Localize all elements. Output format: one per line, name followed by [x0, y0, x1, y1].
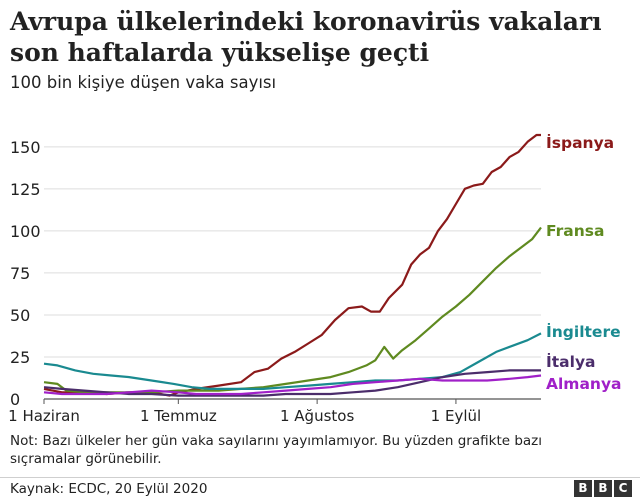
footer-divider: [0, 477, 640, 478]
bbc-logo-letter: B: [574, 480, 592, 497]
series-line: [43, 332, 542, 390]
chart-note: Not: Bazı ülkeler her gün vaka sayıların…: [10, 433, 543, 467]
series-line: [43, 369, 541, 397]
y-tick-label: 25: [10, 348, 30, 367]
y-axis-ticks: 0 25 50 75 100 125 150: [10, 138, 41, 409]
x-axis-ticks: 1 Haziran 1 Temmuz 1 Ağustos 1 Eylül: [8, 399, 481, 425]
bbc-logo-letter: B: [594, 480, 612, 497]
series-label: İtalya: [546, 352, 596, 371]
y-tick-label: 0: [10, 390, 20, 409]
y-tick-label: 50: [10, 306, 30, 325]
series-label: İspanya: [546, 133, 614, 152]
y-tick-label: 100: [10, 222, 41, 241]
series-label: İngiltere: [546, 322, 621, 341]
line-chart: 0 25 50 75 100 125 150 1 Haziran 1 Temmuz 1 Ağus…: [8, 133, 622, 425]
chart-subtitle: 100 bin kişiye düşen vaka sayısı: [10, 73, 277, 92]
series-labels: İspanya Fransa İngiltere İtalya Almanya: [546, 133, 622, 393]
source-text: Kaynak: ECDC, 20 Eylül 2020: [10, 481, 208, 497]
y-tick-label: 75: [10, 264, 30, 283]
series-label: Almanya: [546, 375, 622, 393]
y-tick-label: 150: [10, 138, 41, 157]
series-lines: [43, 133, 542, 397]
series-label: Fransa: [546, 222, 604, 240]
x-tick-label: 1 Haziran: [8, 407, 80, 425]
bbc-logo: B B C: [574, 480, 632, 497]
x-tick-label: 1 Temmuz: [140, 407, 217, 425]
chart-title: Avrupa ülkelerindeki koronavirüs vakalar…: [10, 7, 602, 67]
bbc-logo-letter: C: [614, 480, 632, 497]
x-tick-label: 1 Ağustos: [280, 407, 354, 425]
grid-lines: [44, 146, 541, 400]
x-tick-label: 1 Eylül: [431, 407, 482, 425]
series-line: [43, 133, 541, 397]
y-tick-label: 125: [10, 180, 41, 199]
series-line: [43, 374, 542, 396]
